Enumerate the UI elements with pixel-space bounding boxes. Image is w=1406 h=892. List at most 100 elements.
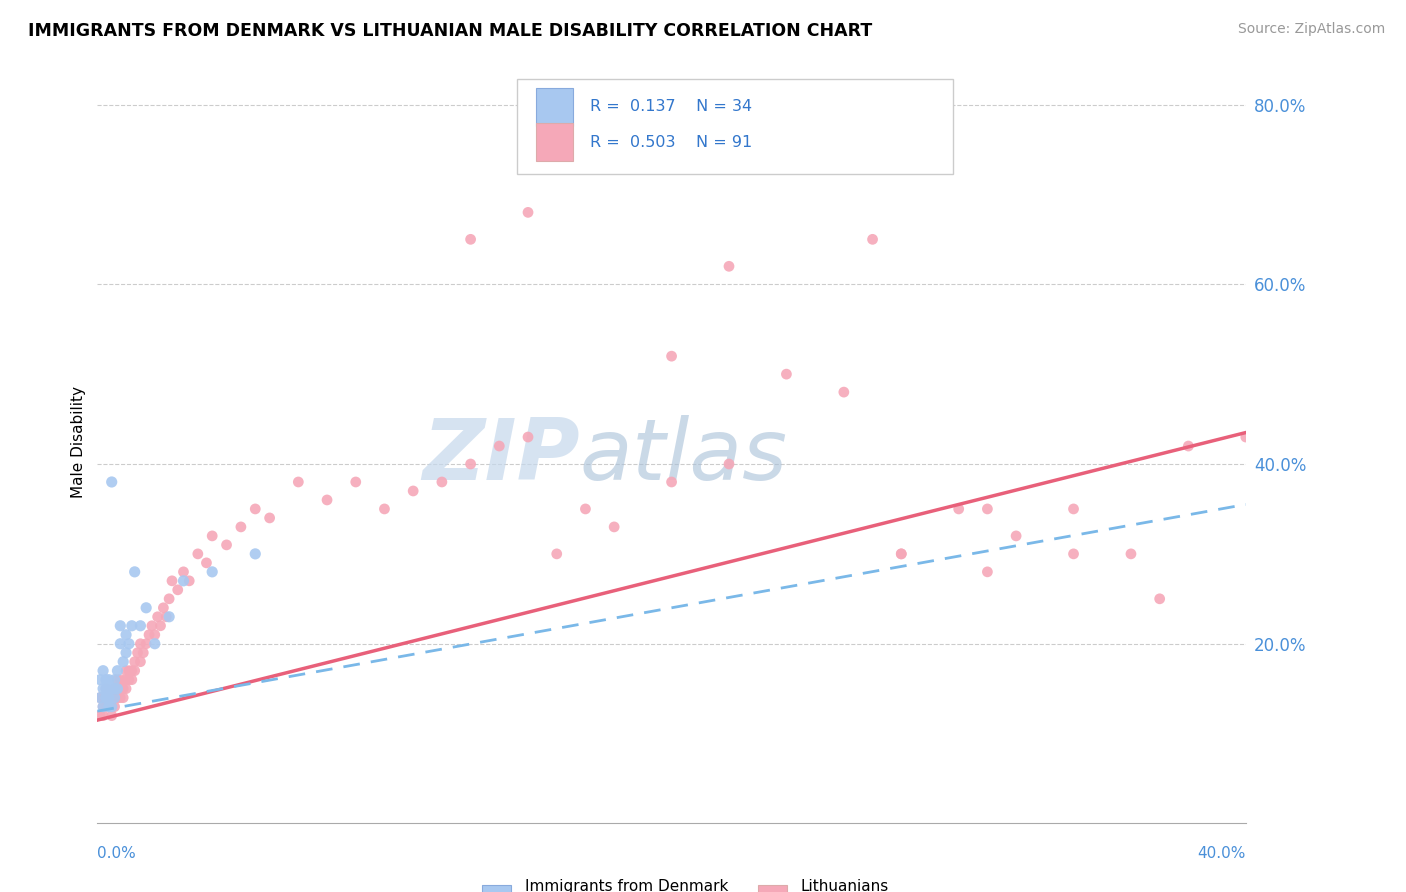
Point: [152, 600, 174, 615]
Point: [344, 475, 367, 489]
Point: [1063, 547, 1085, 561]
Point: [574, 502, 596, 516]
Point: [103, 690, 125, 705]
Text: 40.0%: 40.0%: [1198, 846, 1246, 861]
Point: [89, 690, 111, 705]
Point: [132, 646, 155, 660]
Point: [976, 502, 998, 516]
Point: [747, 161, 769, 175]
Point: [94, 690, 117, 705]
Point: [121, 673, 143, 687]
Point: [1063, 502, 1085, 516]
Point: [129, 619, 152, 633]
Point: [115, 681, 138, 696]
Point: [316, 492, 339, 507]
Point: [118, 673, 141, 687]
Point: [173, 565, 195, 579]
Point: [115, 646, 138, 660]
Text: IMMIGRANTS FROM DENMARK VS LITHUANIAN MALE DISABILITY CORRELATION CHART: IMMIGRANTS FROM DENMARK VS LITHUANIAN MA…: [28, 22, 872, 40]
Point: [143, 628, 166, 642]
Point: [166, 582, 188, 597]
Point: [187, 547, 209, 561]
Point: [373, 502, 395, 516]
Point: [124, 565, 146, 579]
Point: [112, 655, 135, 669]
Point: [546, 547, 568, 561]
Point: [107, 681, 129, 696]
Point: [517, 430, 540, 444]
Point: [717, 457, 740, 471]
Bar: [482, 885, 512, 892]
Point: [717, 260, 740, 274]
Point: [215, 538, 238, 552]
Point: [100, 708, 122, 723]
Point: [110, 673, 132, 687]
Point: [129, 637, 152, 651]
Y-axis label: Male Disability: Male Disability: [72, 385, 86, 498]
Point: [91, 699, 114, 714]
Point: [97, 699, 120, 714]
Bar: [758, 885, 787, 892]
Point: [1149, 591, 1171, 606]
Point: [259, 511, 281, 525]
Point: [110, 690, 132, 705]
Point: [460, 232, 482, 246]
Text: ZIP: ZIP: [422, 416, 579, 499]
Point: [115, 664, 138, 678]
Point: [138, 628, 160, 642]
Point: [94, 690, 117, 705]
Point: [103, 681, 125, 696]
Point: [155, 609, 177, 624]
Text: R =  0.503    N = 91: R = 0.503 N = 91: [591, 135, 752, 150]
Point: [121, 619, 143, 633]
Point: [201, 565, 224, 579]
Point: [107, 664, 129, 678]
Point: [97, 699, 120, 714]
Point: [110, 681, 132, 696]
Point: [115, 628, 138, 642]
Bar: [536, 88, 572, 126]
Point: [103, 681, 125, 696]
Point: [94, 673, 117, 687]
Point: [135, 637, 157, 651]
Point: [157, 609, 180, 624]
Point: [124, 655, 146, 669]
Text: Immigrants from Denmark: Immigrants from Denmark: [526, 879, 728, 892]
Point: [157, 591, 180, 606]
Point: [89, 673, 111, 687]
Point: [775, 367, 797, 381]
Point: [488, 439, 510, 453]
Point: [143, 637, 166, 651]
Point: [91, 681, 114, 696]
Point: [890, 547, 912, 561]
Point: [110, 619, 132, 633]
Point: [97, 673, 120, 687]
Point: [430, 475, 453, 489]
Point: [94, 699, 117, 714]
Point: [103, 690, 125, 705]
Point: [661, 475, 683, 489]
Point: [201, 529, 224, 543]
Point: [135, 600, 157, 615]
Point: [287, 475, 309, 489]
Point: [129, 655, 152, 669]
Point: [402, 483, 425, 498]
Point: [91, 699, 114, 714]
Point: [124, 664, 146, 678]
Point: [118, 637, 141, 651]
Point: [112, 690, 135, 705]
Point: [141, 619, 163, 633]
Bar: [536, 123, 572, 161]
Point: [110, 637, 132, 651]
Point: [603, 520, 626, 534]
Text: atlas: atlas: [579, 416, 787, 499]
Point: [1234, 430, 1257, 444]
Point: [245, 502, 267, 516]
Point: [100, 699, 122, 714]
Point: [103, 699, 125, 714]
Point: [91, 690, 114, 705]
Point: [103, 673, 125, 687]
Point: [517, 205, 540, 219]
Text: R =  0.137    N = 34: R = 0.137 N = 34: [591, 100, 752, 114]
Point: [89, 708, 111, 723]
